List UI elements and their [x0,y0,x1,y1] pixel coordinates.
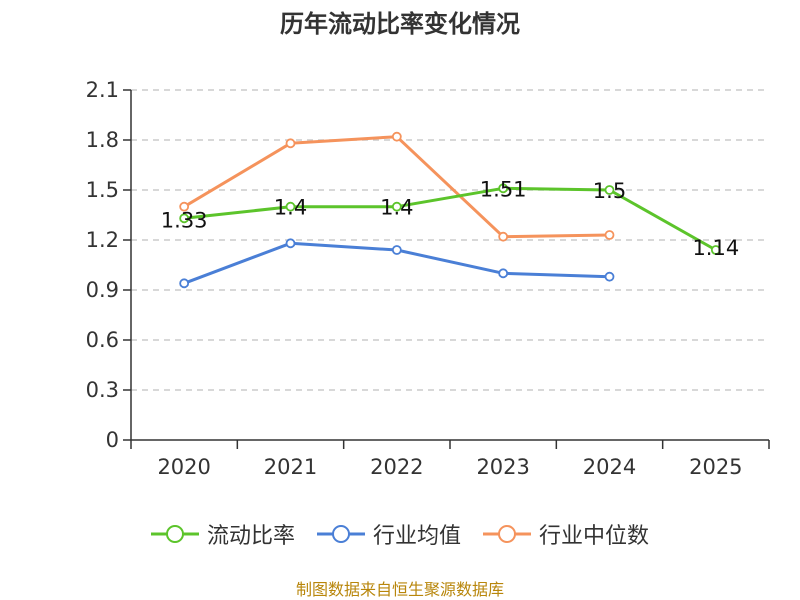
legend-marker-industry-median [483,525,531,543]
legend-item-current-ratio[interactable]: 流动比率 [150,518,295,550]
x-tick-label-2021: 2021 [264,455,317,479]
y-tick-label-6: 1.8 [86,128,119,152]
point-current-ratio-2024 [604,185,615,195]
point-industry-median-2022 [391,131,402,142]
point-industry-average-2022 [391,245,402,255]
y-tick-label-5: 1.5 [86,178,119,202]
point-current-ratio-2022 [391,201,402,212]
data-label-2023: 1.51 [480,177,527,201]
point-industry-average-2021 [285,238,296,249]
x-tick-label-2020: 2020 [157,455,210,479]
point-current-ratio-2023 [498,183,509,194]
point-industry-average-2024 [604,271,615,282]
series-line-current-ratio [184,186,717,252]
x-tick-label-2024: 2024 [583,455,636,479]
series [179,131,721,289]
legend-label-current-ratio: 流动比率 [206,524,295,549]
legend-item-industry-median[interactable]: 行业中位数 [483,518,649,550]
data-label-2024: 1.5 [593,179,626,203]
y-tick-label-0: 0 [106,428,119,452]
axes: 0 0.3 0.6 0.9 1.2 1.5 1.8 2.1 2020 2021 2022 2023 20… [86,78,770,479]
data-label-2021: 1.4 [274,196,307,220]
point-current-ratio-2020 [179,213,190,224]
series-line-industry-median [183,135,610,239]
y-tick-label-1: 0.3 [86,378,119,402]
point-industry-median-2023 [498,231,509,242]
x-tick-label-2023: 2023 [476,455,529,479]
y-tick-label-3: 0.9 [86,278,119,302]
legend-label-industry-average: 行业均值 [372,524,461,549]
legend: 流动比率 行业均值 行业中位数 [0,518,800,550]
data-label-2025: 1.14 [692,236,739,260]
legend-item-industry-average[interactable]: 行业均值 [316,518,461,550]
point-industry-average-2023 [498,268,509,279]
chart-title: 历年流动比率变化情况 [280,10,520,38]
point-current-ratio-2025 [710,245,721,255]
legend-marker-current-ratio [150,525,199,543]
point-industry-median-2020 [179,201,190,212]
point-industry-median-2024 [604,230,615,240]
point-industry-median-2021 [285,138,296,149]
point-industry-average-2020 [179,278,190,289]
y-tick-label-4: 1.2 [86,228,119,252]
data-label-2020: 1.33 [161,208,208,232]
x-tick-label-2025: 2025 [689,455,742,479]
point-current-ratio-2021 [285,201,296,212]
x-tick-label-2022: 2022 [370,455,423,479]
y-tick-label-2: 0.6 [86,328,119,352]
legend-label-industry-median: 行业中位数 [539,524,650,549]
source-note: 制图数据来自恒生聚源数据库 [295,580,504,599]
grid-lines [131,89,769,391]
data-labels: 1.33 1.4 1.4 1.51 1.5 1.14 [161,177,739,260]
y-tick-label-7: 2.1 [86,78,119,102]
legend-marker-industry-average [316,525,365,543]
data-label-2022: 1.4 [380,196,413,220]
